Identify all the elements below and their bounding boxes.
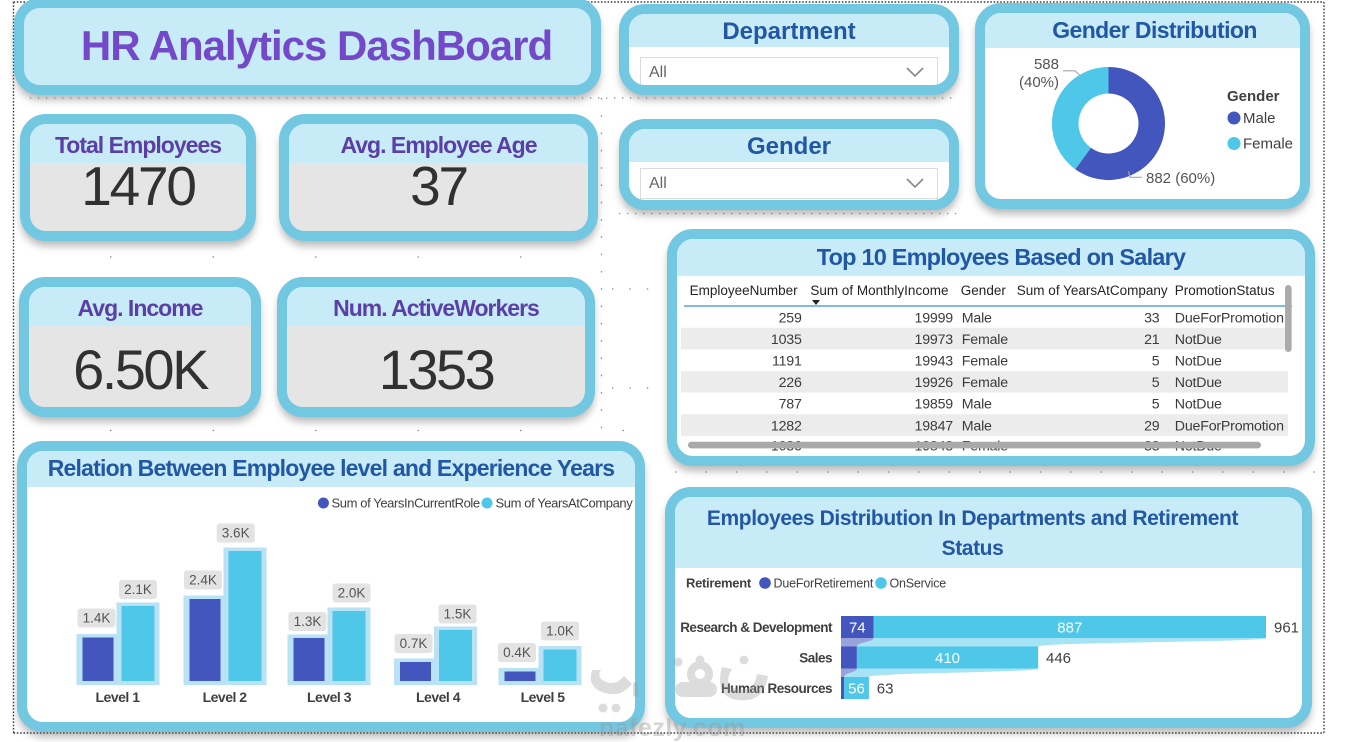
svg-text:Female: Female	[962, 354, 1008, 370]
svg-text:1.4K: 1.4K	[83, 611, 111, 626]
svg-text:Level 3: Level 3	[307, 689, 352, 705]
svg-text:2.0K: 2.0K	[338, 586, 366, 601]
svg-text:Sum of YearsAtCompany: Sum of YearsAtCompany	[496, 496, 634, 511]
svg-text:EmployeeNumber: EmployeeNumber	[690, 283, 799, 298]
svg-text:21: 21	[1144, 332, 1160, 348]
svg-text:NotDue: NotDue	[1175, 375, 1222, 391]
svg-text:56: 56	[848, 681, 865, 698]
svg-text:63: 63	[877, 681, 894, 698]
svg-text:Sum of YearsAtCompany: Sum of YearsAtCompany	[1017, 283, 1168, 298]
svg-text:5: 5	[1152, 375, 1160, 391]
svg-text:19943: 19943	[915, 354, 954, 370]
svg-text:446: 446	[1046, 650, 1071, 667]
svg-text:19847: 19847	[915, 418, 954, 434]
svg-text:Gender: Gender	[1227, 88, 1280, 105]
svg-text:0.4K: 0.4K	[503, 645, 531, 660]
svg-text:Level 4: Level 4	[416, 689, 461, 705]
svg-text:588: 588	[1034, 56, 1059, 73]
svg-text:Sales: Sales	[799, 651, 832, 666]
svg-text:33: 33	[1144, 310, 1160, 326]
svg-text:787: 787	[779, 397, 802, 413]
svg-text:DueForRetirement: DueForRetirement	[774, 577, 874, 591]
svg-text:259: 259	[779, 310, 802, 326]
svg-text:961: 961	[1274, 620, 1299, 637]
svg-text:Male: Male	[1243, 110, 1276, 127]
svg-text:Female: Female	[1243, 136, 1293, 153]
svg-text:Level 2: Level 2	[203, 689, 248, 705]
svg-text:OnService: OnService	[890, 577, 947, 591]
svg-text:226: 226	[779, 375, 802, 391]
svg-text:882 (60%): 882 (60%)	[1146, 170, 1215, 187]
svg-text:887: 887	[1057, 620, 1082, 637]
svg-text:3.6K: 3.6K	[222, 526, 250, 541]
svg-text:19859: 19859	[915, 397, 954, 413]
svg-text:1191: 1191	[772, 354, 802, 370]
svg-text:19999: 19999	[915, 310, 954, 326]
svg-text:Sum of YearsInCurrentRole: Sum of YearsInCurrentRole	[332, 496, 480, 511]
svg-text:19926: 19926	[915, 375, 954, 391]
svg-text:Human Resources: Human Resources	[721, 681, 832, 696]
svg-text:74: 74	[849, 620, 866, 637]
svg-text:Female: Female	[962, 332, 1008, 348]
svg-text:Male: Male	[962, 397, 992, 413]
svg-text:1282: 1282	[771, 418, 802, 434]
svg-text:5: 5	[1152, 397, 1160, 413]
svg-text:1035: 1035	[771, 332, 802, 348]
svg-text:Level 5: Level 5	[521, 689, 566, 705]
svg-text:5: 5	[1152, 354, 1160, 370]
svg-text:2.4K: 2.4K	[189, 573, 217, 588]
svg-text:Sum of MonthlyIncome: Sum of MonthlyIncome	[810, 283, 948, 298]
svg-text:DueForPromotion: DueForPromotion	[1175, 418, 1284, 434]
svg-text:PromotionStatus: PromotionStatus	[1175, 283, 1275, 298]
svg-text:1.3K: 1.3K	[294, 614, 322, 629]
svg-text:Retirement: Retirement	[686, 576, 752, 591]
svg-text:29: 29	[1144, 418, 1160, 434]
svg-text:1.0K: 1.0K	[546, 624, 574, 639]
svg-text:1.5K: 1.5K	[444, 607, 472, 622]
svg-text:Female: Female	[962, 375, 1008, 391]
svg-text:Gender: Gender	[961, 283, 1007, 298]
svg-text:2.1K: 2.1K	[124, 582, 152, 597]
svg-text:nafezly.com: nafezly.com	[599, 714, 746, 742]
svg-text:DueForPromotion: DueForPromotion	[1175, 310, 1284, 326]
svg-text:Male: Male	[962, 418, 992, 434]
svg-text:Research & Development: Research & Development	[680, 620, 833, 635]
svg-text:Male: Male	[962, 310, 992, 326]
svg-text:(40%): (40%)	[1019, 74, 1059, 91]
svg-text:NotDue: NotDue	[1175, 332, 1222, 348]
svg-text:Level 1: Level 1	[96, 689, 141, 705]
svg-text:0.7K: 0.7K	[400, 636, 428, 651]
svg-text:410: 410	[935, 650, 960, 667]
svg-text:19973: 19973	[915, 332, 954, 348]
svg-text:NotDue: NotDue	[1175, 397, 1222, 413]
svg-text:NotDue: NotDue	[1175, 354, 1222, 370]
